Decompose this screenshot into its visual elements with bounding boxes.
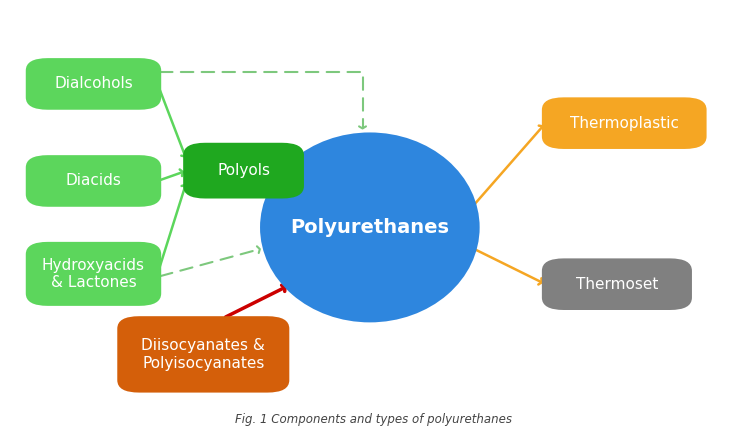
FancyBboxPatch shape [542, 97, 707, 149]
Text: Diisocyanates &
Polyisocyanates: Diisocyanates & Polyisocyanates [141, 338, 265, 371]
Text: Hydroxyacids
& Lactones: Hydroxyacids & Lactones [42, 258, 145, 290]
Text: Dialcohols: Dialcohols [54, 76, 133, 91]
FancyBboxPatch shape [25, 58, 161, 110]
FancyBboxPatch shape [25, 155, 161, 207]
Text: Diacids: Diacids [66, 174, 122, 188]
Text: Thermoplastic: Thermoplastic [570, 115, 679, 131]
Text: Fig. 1 Components and types of polyurethanes: Fig. 1 Components and types of polyureth… [235, 412, 512, 426]
Text: Thermoset: Thermoset [576, 277, 658, 292]
FancyBboxPatch shape [542, 258, 692, 310]
Text: Polyurethanes: Polyurethanes [291, 218, 450, 237]
Text: Polyols: Polyols [217, 163, 270, 178]
FancyBboxPatch shape [183, 143, 304, 198]
FancyBboxPatch shape [117, 316, 289, 392]
Ellipse shape [260, 132, 480, 322]
FancyBboxPatch shape [25, 242, 161, 306]
